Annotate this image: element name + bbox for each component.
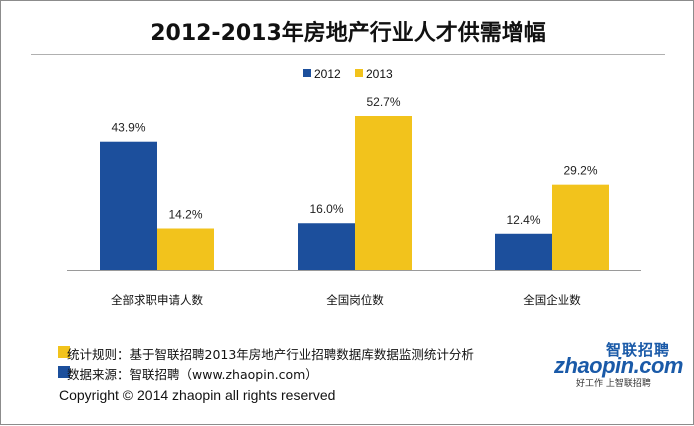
data-source-note: 数据来源：智联招聘（www.zhaopin.com） <box>67 367 318 382</box>
data-label-2012-3: 12.4% <box>506 213 540 227</box>
bar-2013-2 <box>355 116 412 270</box>
legend-swatch-2013 <box>355 69 363 77</box>
data-label-2013-1: 14.2% <box>168 208 202 222</box>
note-swatch-source <box>58 366 70 378</box>
legend-label-2012: 2012 <box>314 67 341 81</box>
bar-2012-2 <box>298 223 355 270</box>
copyright-text: Copyright © 2014 zhaopin all rights rese… <box>59 387 336 403</box>
bar-2013-3 <box>552 184 609 270</box>
data-label-2012-1: 43.9% <box>111 121 145 135</box>
data-label-2013-3: 29.2% <box>563 164 597 178</box>
logo-main-text: zhaopin.com <box>554 353 683 378</box>
category-label-2: 全国岗位数 <box>326 293 384 307</box>
data-label-2012-2: 16.0% <box>309 202 343 216</box>
logo-slogan-text: 好工作 上智联招聘 <box>576 379 651 389</box>
bar-2012-1 <box>100 141 157 270</box>
zhaopin-logo: 智联招聘 zhaopin.com 好工作 上智联招聘 <box>554 339 684 389</box>
legend-swatch-2012 <box>303 69 311 77</box>
bar-2013-1 <box>157 228 214 270</box>
data-label-2013-2: 52.7% <box>366 95 400 109</box>
legend-label-2013: 2013 <box>366 67 393 81</box>
chart-title: 2012-2013年房地产行业人才供需增幅 <box>150 21 546 46</box>
title-divider <box>31 54 665 55</box>
note-swatch-rule <box>58 346 70 358</box>
logo-chinese-text: 智联招聘 <box>606 341 671 359</box>
category-label-1: 全部求职申请人数 <box>111 293 203 307</box>
statistics-rule-note: 统计规则：基于智联招聘2013年房地产行业招聘数据库数据监测统计分析 <box>67 347 474 362</box>
category-label-3: 全国企业数 <box>523 293 581 307</box>
bar-2012-3 <box>495 233 552 270</box>
